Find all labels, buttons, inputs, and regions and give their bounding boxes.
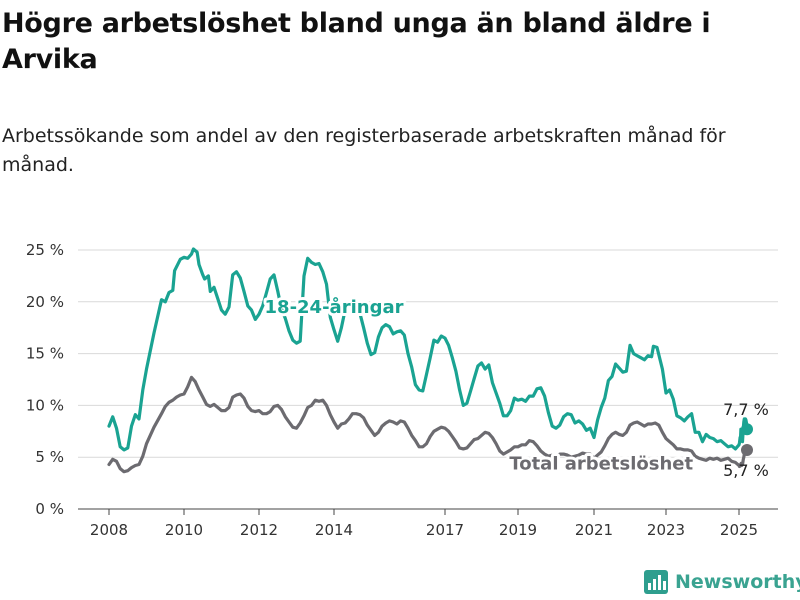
y-tick-label: 15 % — [26, 345, 64, 363]
brand-name: Newsworthy — [675, 571, 800, 593]
x-tick-label: 2025 — [720, 521, 758, 539]
gridlines — [78, 249, 778, 510]
series-labels: 7,7 % 5,7 % 18-24-åringar Total arbetslöshe… — [262, 293, 769, 480]
y-tick-label: 10 % — [26, 396, 64, 414]
end-value-label-youth: 7,7 % — [723, 400, 769, 419]
y-tick-label: 20 % — [26, 293, 64, 311]
end-point-total — [741, 443, 753, 456]
x-tick-label: 2017 — [426, 521, 464, 539]
x-tick-label: 2012 — [240, 521, 278, 539]
y-axis: 0 % 5 % 10 % 15 % 20 % 25 % — [26, 241, 64, 518]
bar-chart-logo-icon — [644, 570, 668, 594]
chart-subtitle: Arbetssökande som andel av den registerb… — [2, 125, 726, 176]
newsworthy-logo: Newsworthy — [644, 570, 800, 594]
end-value-label-total: 5,7 % — [723, 461, 769, 480]
series-lines — [107, 247, 753, 474]
y-tick-label: 25 % — [26, 241, 64, 259]
x-tick-label: 2014 — [315, 521, 353, 539]
x-tick-label: 2021 — [575, 521, 613, 539]
y-tick-label: 5 % — [35, 448, 64, 466]
series-line-youth — [107, 247, 749, 452]
x-tick-label: 2010 — [165, 521, 203, 539]
series-name-youth: 18-24-åringar — [265, 296, 404, 318]
series-line-total — [107, 375, 749, 474]
x-tick-label: 2019 — [499, 521, 537, 539]
y-tick-label: 0 % — [35, 500, 64, 518]
x-axis: 2008 2010 2012 2014 2017 2019 2021 2023 2025 — [90, 509, 758, 539]
chart-title: Högre arbetslöshet bland unga än bland ä… — [2, 8, 711, 75]
x-tick-label: 2023 — [647, 521, 685, 539]
end-point-youth — [741, 423, 753, 436]
series-name-total: Total arbetslöshet — [509, 453, 693, 474]
x-tick-label: 2008 — [90, 521, 128, 539]
